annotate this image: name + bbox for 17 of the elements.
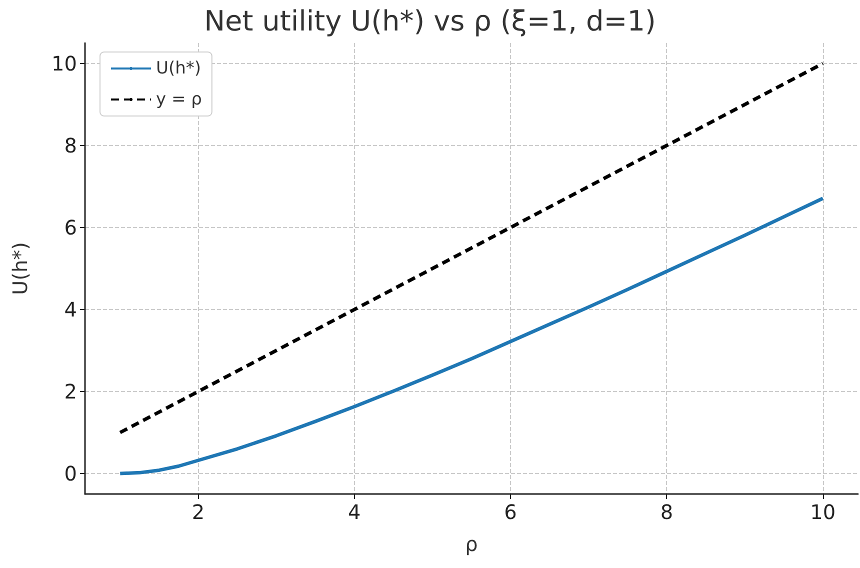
x-tick-label: 4: [348, 500, 361, 524]
x-axis-title: ρ: [465, 532, 478, 556]
y-tick-label: 4: [64, 298, 77, 322]
x-tick-label: 10: [810, 500, 836, 524]
legend-label: y = ρ: [156, 90, 202, 110]
y-tick-label: 2: [64, 380, 77, 404]
y-tick-label: 6: [64, 216, 77, 240]
y-tick-label: 0: [64, 462, 77, 486]
y-tick-label: 10: [52, 52, 77, 76]
legend-label: U(h*): [156, 58, 201, 78]
line-series: [118, 196, 825, 476]
x-tick-label: 6: [504, 500, 517, 524]
y-axis-title: U(h*): [8, 242, 32, 295]
chart-title: Net utility U(h*) vs ρ (ξ=1, d=1): [204, 4, 656, 38]
y-tick-label: 8: [64, 134, 77, 158]
x-tick-label: 8: [660, 500, 674, 524]
x-tick-label: 2: [192, 500, 205, 524]
